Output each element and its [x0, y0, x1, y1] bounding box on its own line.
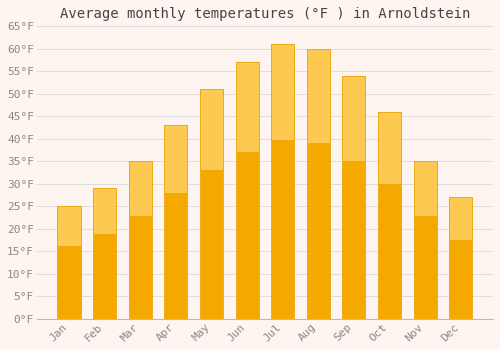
Bar: [271, 44, 294, 319]
Bar: [164, 125, 188, 319]
Bar: [58, 206, 80, 319]
Title: Average monthly temperatures (°F ) in Arnoldstein: Average monthly temperatures (°F ) in Ar…: [60, 7, 470, 21]
Bar: [128, 161, 152, 216]
Bar: [306, 49, 330, 319]
Bar: [236, 62, 258, 319]
Bar: [236, 62, 258, 152]
Bar: [306, 49, 330, 143]
Bar: [128, 161, 152, 319]
Bar: [58, 206, 80, 246]
Bar: [414, 161, 436, 319]
Bar: [378, 112, 401, 319]
Bar: [271, 44, 294, 140]
Bar: [200, 89, 223, 319]
Bar: [93, 188, 116, 234]
Bar: [200, 89, 223, 170]
Bar: [449, 197, 472, 319]
Bar: [342, 76, 365, 161]
Bar: [449, 197, 472, 240]
Bar: [342, 76, 365, 319]
Bar: [164, 125, 188, 193]
Bar: [414, 161, 436, 216]
Bar: [93, 188, 116, 319]
Bar: [378, 112, 401, 184]
